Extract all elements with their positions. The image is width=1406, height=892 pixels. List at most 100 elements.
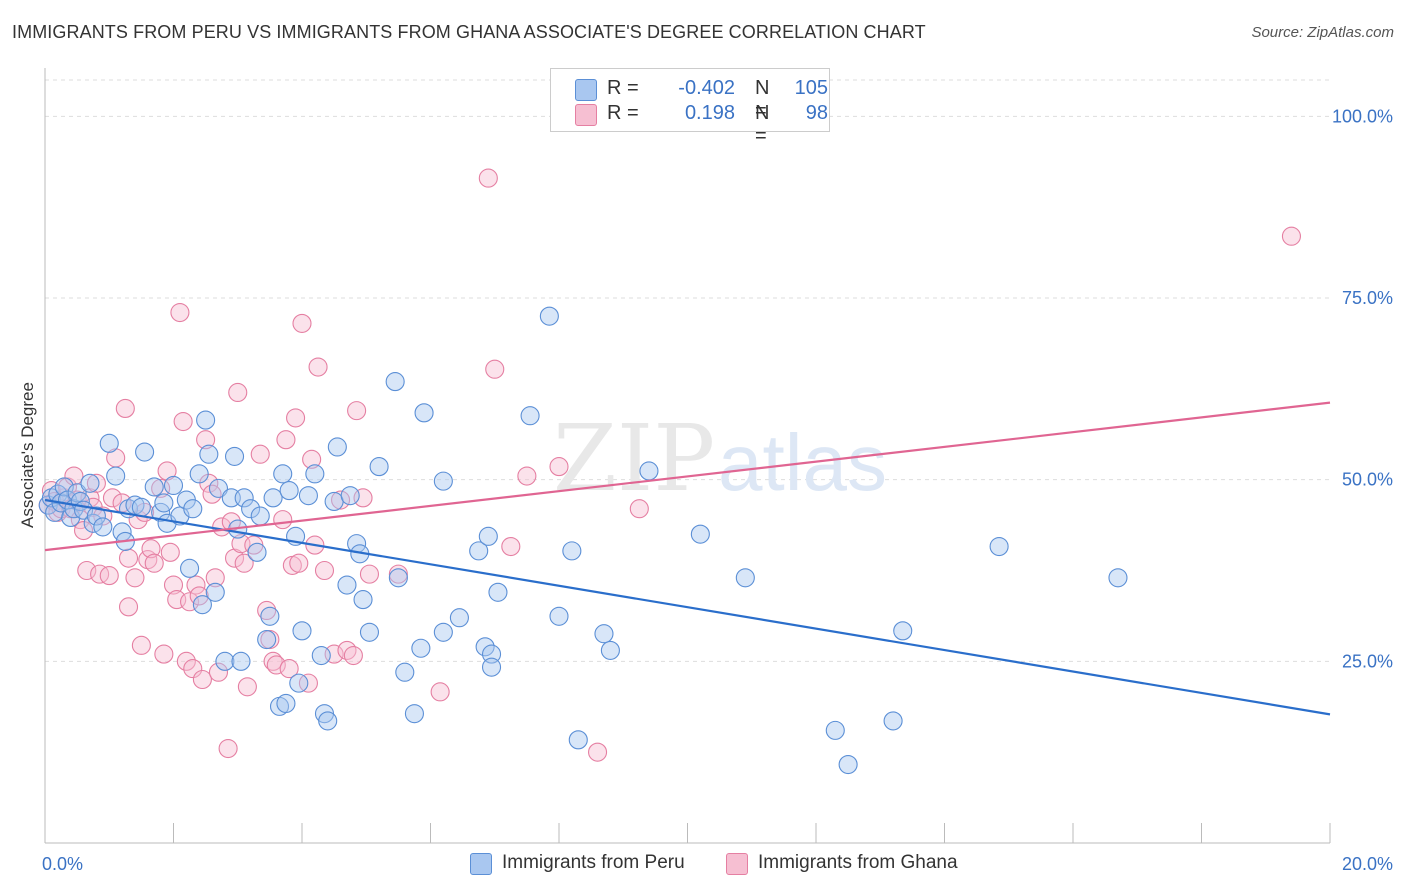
peru-point xyxy=(353,590,373,610)
chart-title: IMMIGRANTS FROM PERU VS IMMIGRANTS FROM … xyxy=(12,22,926,42)
peru-point xyxy=(205,582,225,602)
peru-swatch xyxy=(470,853,492,875)
peru-point xyxy=(414,403,434,423)
peru-point xyxy=(388,568,408,588)
ghana-point xyxy=(183,659,203,679)
peru-point xyxy=(247,542,267,562)
peru-point xyxy=(433,471,453,491)
legend-n-label: N = xyxy=(755,102,770,147)
source-label: Source: ZipAtlas.com xyxy=(1251,24,1394,41)
peru-point xyxy=(93,517,113,537)
legend-n-value: 98 xyxy=(805,102,828,124)
peru-point xyxy=(250,506,270,526)
x-tick-label: 0.0% xyxy=(42,854,83,874)
peru-point xyxy=(735,568,755,588)
peru-point xyxy=(893,621,913,641)
peru-point xyxy=(131,497,151,517)
ghana-point xyxy=(337,640,357,660)
peru-point xyxy=(298,486,318,506)
ghana-point xyxy=(478,168,498,188)
peru-point xyxy=(549,606,569,626)
legend-r-label: R = xyxy=(607,102,639,124)
peru-point xyxy=(276,693,296,714)
peru-point xyxy=(883,711,903,731)
ghana-point xyxy=(314,560,335,581)
peru-point xyxy=(260,606,280,626)
peru-point xyxy=(690,524,710,544)
ghana-point xyxy=(587,742,608,762)
y-tick-label: 100.0% xyxy=(1332,106,1393,126)
ghana-point xyxy=(485,359,505,379)
peru-point xyxy=(340,486,360,506)
axes xyxy=(44,68,1331,844)
ghana-point xyxy=(359,564,380,584)
peru-point xyxy=(196,410,216,430)
peru-point xyxy=(154,493,174,513)
y-tick-label: 25.0% xyxy=(1342,651,1393,671)
ghana-point xyxy=(308,357,328,377)
ghana-point xyxy=(192,669,212,690)
ghana-point xyxy=(289,553,309,573)
legend-r-value: 0.198 xyxy=(684,102,735,124)
peru-point xyxy=(433,622,453,642)
peru-point xyxy=(989,536,1009,557)
ghana-point xyxy=(343,645,363,666)
ghana-point xyxy=(163,575,184,595)
ghana-point xyxy=(430,682,450,702)
ghana-point xyxy=(257,600,277,621)
peru-point xyxy=(520,406,540,426)
x-tick-labels: 0.0% 20.0% xyxy=(42,854,1393,874)
ghana-point xyxy=(118,548,139,568)
legend-r-value: -0.402 xyxy=(678,77,735,99)
ghana-point xyxy=(138,550,158,570)
ghana-point xyxy=(131,635,151,655)
peru-point xyxy=(289,673,309,693)
peru-point xyxy=(99,433,119,453)
ghana-point xyxy=(302,449,322,469)
peru-point xyxy=(475,637,495,657)
peru-point xyxy=(199,444,219,464)
peru-point xyxy=(562,541,582,561)
peru-point xyxy=(80,473,100,493)
grid-lines xyxy=(45,79,1330,662)
ghana-point xyxy=(208,662,229,682)
ghana-point xyxy=(276,430,296,450)
y-tick-labels: 25.0% 50.0% 75.0% 100.0% xyxy=(1332,106,1393,671)
peru-point xyxy=(86,506,106,526)
peru-point xyxy=(318,711,338,731)
peru-point xyxy=(144,477,164,497)
ghana-point xyxy=(186,575,206,595)
ghana-point xyxy=(237,677,257,697)
peru-point xyxy=(263,488,283,508)
ghana-point xyxy=(102,488,123,508)
legend-r-label: R = xyxy=(607,77,639,99)
peru-point xyxy=(449,608,469,628)
peru-point xyxy=(305,464,325,484)
ghana-point xyxy=(196,430,216,450)
ghana-point xyxy=(234,553,254,573)
peru-point xyxy=(215,651,235,671)
peru-point xyxy=(234,488,254,508)
peru-point xyxy=(337,575,357,595)
peru-point xyxy=(231,651,251,671)
peru-point xyxy=(273,464,293,484)
ghana-point xyxy=(218,738,238,759)
legend-box: R = -0.402 N = 105 R = 0.198 N = 98 xyxy=(550,68,830,147)
ghana-point xyxy=(176,651,196,671)
ghana-point xyxy=(74,520,94,541)
peru-point xyxy=(183,499,203,519)
peru-point xyxy=(327,437,347,457)
ghana-point xyxy=(115,398,135,419)
peru-point xyxy=(594,624,614,644)
ghana-point xyxy=(154,644,174,664)
ghana-point xyxy=(629,499,649,519)
ghana-point xyxy=(517,466,537,486)
ghana-point xyxy=(250,444,270,464)
ghana-point xyxy=(170,302,190,323)
peru-point xyxy=(639,461,659,481)
peru-point xyxy=(385,372,405,392)
peru-point xyxy=(411,638,431,658)
peru-point xyxy=(189,464,209,484)
ghana-point xyxy=(330,490,351,510)
ghana-point xyxy=(263,651,283,671)
